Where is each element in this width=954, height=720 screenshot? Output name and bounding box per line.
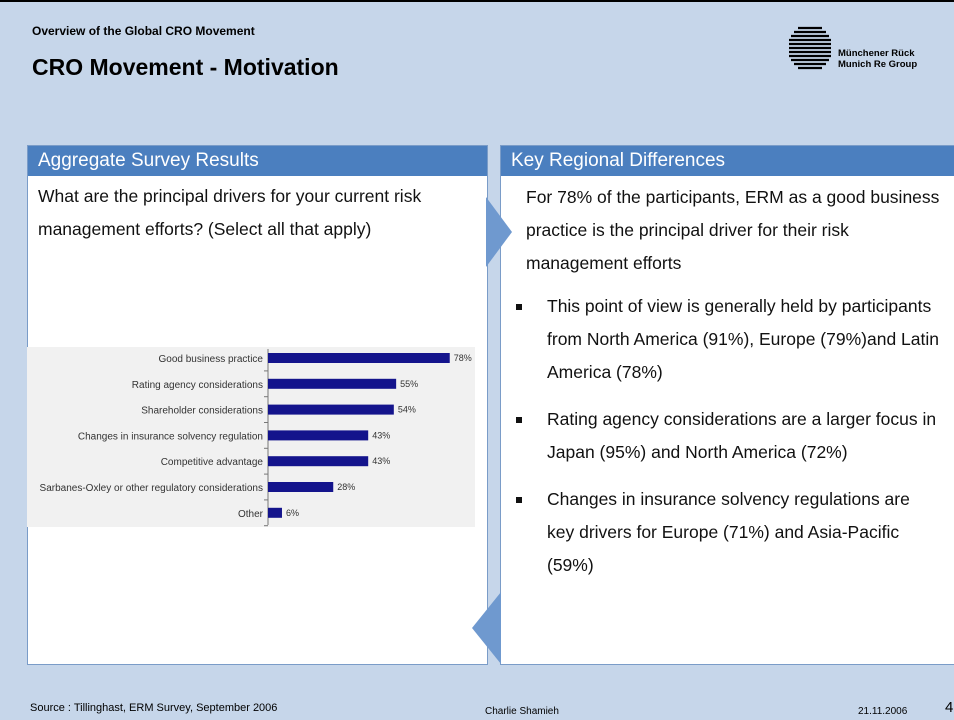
bar-chart: Good business practice 78% Rating agency c… <box>27 347 475 527</box>
value-label: 54% <box>398 405 416 415</box>
title: CRO Movement - Motivation <box>32 54 339 80</box>
bullet: Changes in insurance solvency regulation… <box>501 483 941 582</box>
value-label: 43% <box>372 456 390 466</box>
right-panel: Key Regional Differences For 78% of the … <box>500 145 954 665</box>
value-label: 43% <box>372 430 390 440</box>
category-label: Competitive advantage <box>161 457 264 468</box>
category-label: Shareholder considerations <box>141 406 263 417</box>
footer-source: Source : Tillinghast, ERM Survey, Septem… <box>30 702 278 714</box>
logo-text: Münchener Rück Munich Re Group <box>838 48 917 70</box>
value-label: 78% <box>454 353 472 363</box>
value-label: 55% <box>400 379 418 389</box>
logo-icon <box>789 26 831 70</box>
question: What are the principal drivers for your … <box>38 186 422 239</box>
arrow-right <box>486 197 512 267</box>
category-label: Changes in insurance solvency regulation <box>78 431 263 442</box>
panel-heading: Aggregate Survey Results <box>28 146 487 176</box>
bar <box>268 430 369 441</box>
logo-line: Munich Re Group <box>838 59 918 70</box>
bullet-list: This point of view is generally held by … <box>501 290 941 582</box>
bar <box>268 507 282 518</box>
bar <box>268 353 450 363</box>
category-label: Rating agency considerations <box>132 380 263 391</box>
arrow-left <box>472 592 501 664</box>
value-label: 28% <box>337 482 355 492</box>
bar <box>268 482 334 492</box>
category-label: Sarbanes-Oxley or other regulatory consi… <box>40 483 263 494</box>
category-label: Other <box>238 509 264 520</box>
supertitle: Overview of the Global CRO Movement <box>32 24 255 38</box>
bar <box>268 404 394 415</box>
logo-line: Münchener Rück <box>838 48 915 59</box>
intro: For 78% of the participants, ERM as a go… <box>526 187 940 273</box>
page-number: 4 <box>945 699 954 716</box>
category-label: Good business practice <box>158 354 263 365</box>
footer-date: 21.11.2006 <box>858 706 908 717</box>
value-label: 6% <box>286 508 299 518</box>
bullet: Rating agency considerations are a large… <box>501 403 941 469</box>
panel-heading: Key Regional Differences <box>501 146 954 176</box>
bar <box>268 456 369 467</box>
footer-author: Charlie Shamieh <box>485 706 559 717</box>
bar <box>268 378 397 389</box>
bullet: This point of view is generally held by … <box>501 290 941 389</box>
